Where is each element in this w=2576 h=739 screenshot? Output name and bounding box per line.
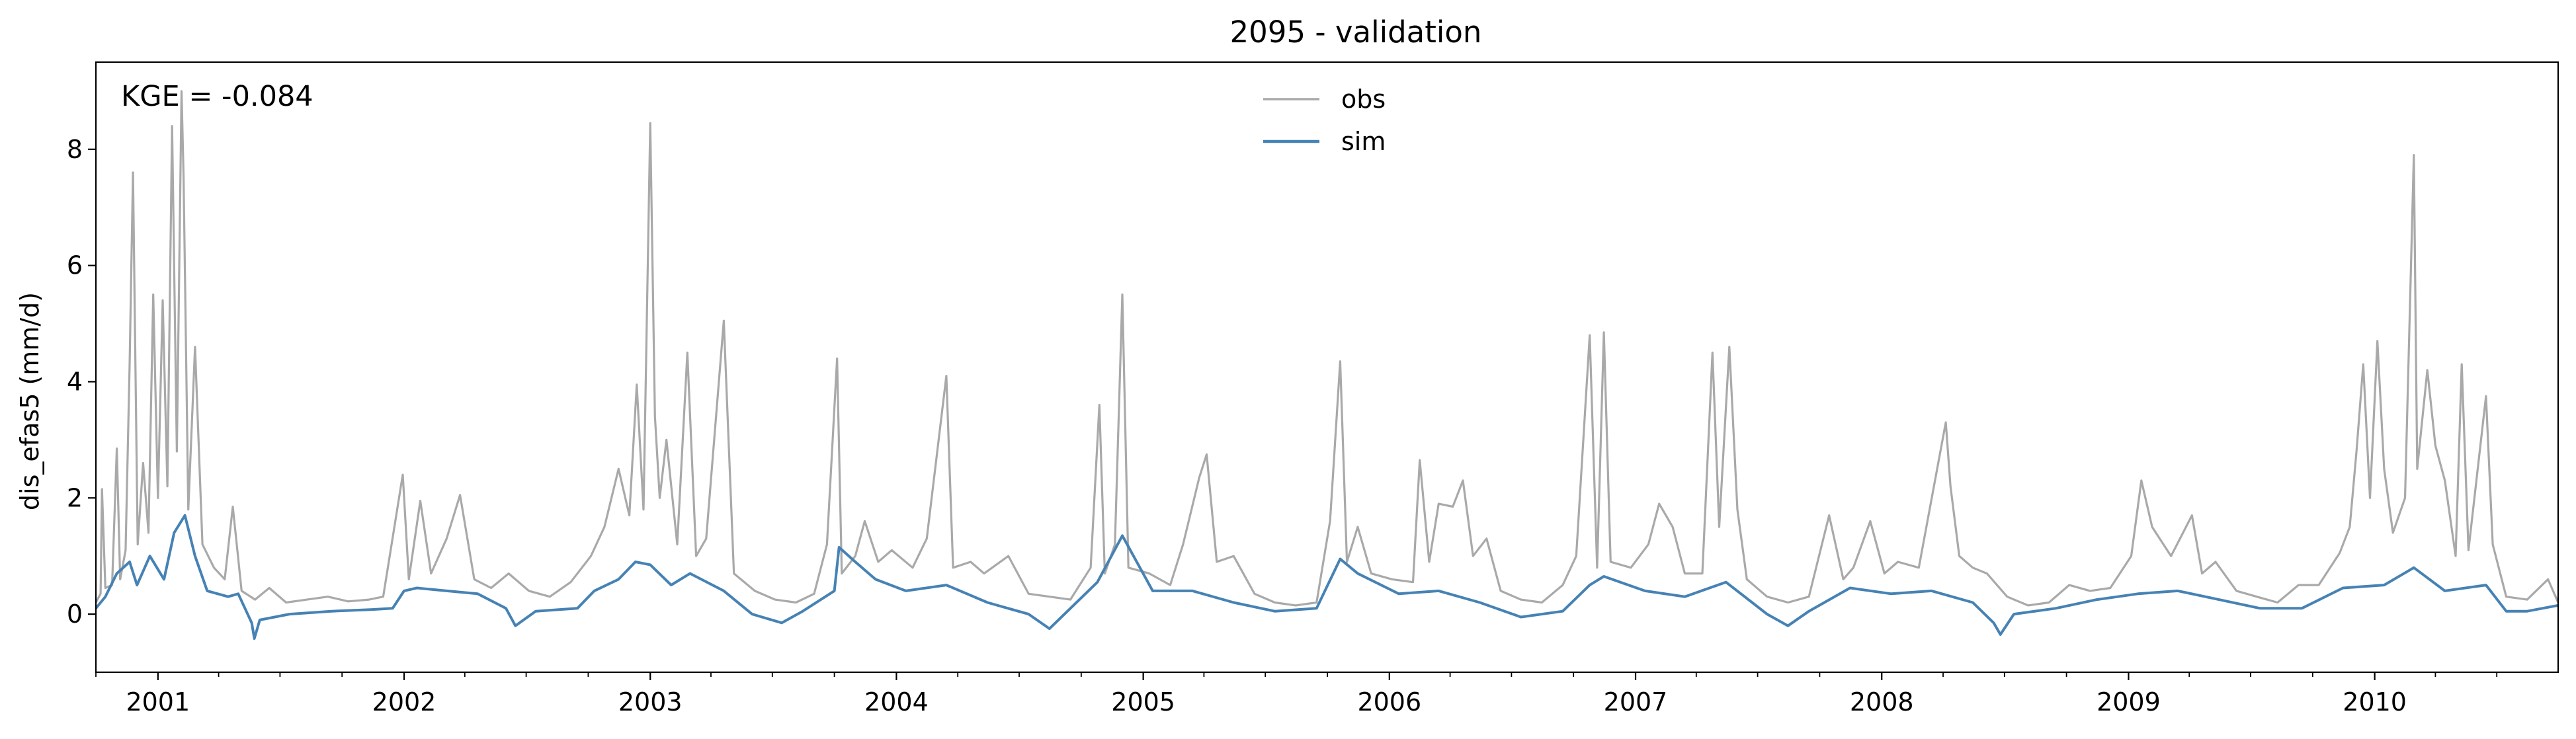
y-axis-label: dis_efas5 (mm/d) <box>15 292 44 510</box>
y-tick-label: 6 <box>67 251 83 280</box>
x-tick-label: 2006 <box>1357 687 1421 717</box>
x-tick-label: 2003 <box>618 687 683 717</box>
y-tick-label: 2 <box>67 483 83 512</box>
plot-area <box>95 61 2559 674</box>
legend-obs-label: obs <box>1341 85 1386 114</box>
x-tick-label: 2007 <box>1604 687 1668 717</box>
x-tick-label: 2008 <box>1850 687 1914 717</box>
chart-title: 2095 - validation <box>1230 15 1482 50</box>
x-tick-label: 2002 <box>372 687 436 717</box>
plot-frame <box>95 61 2559 674</box>
series-sim-line <box>96 514 2558 640</box>
y-tick-label: 8 <box>67 135 83 164</box>
y-tick-label: 0 <box>67 600 83 629</box>
x-axis: 2001 2002 2003 2004 2005 2006 2007 2008 2009 2010 <box>95 672 2498 717</box>
series-obs-line <box>96 90 2558 607</box>
x-tick-label: 2001 <box>126 687 190 717</box>
legend-sim-label: sim <box>1341 127 1386 156</box>
x-tick-label: 2010 <box>2343 687 2407 717</box>
legend: obs sim <box>1263 85 1386 156</box>
x-tick-label: 2009 <box>2097 687 2161 717</box>
x-tick-label: 2005 <box>1111 687 1175 717</box>
y-tick-label: 4 <box>67 367 83 396</box>
x-tick-label: 2004 <box>864 687 929 717</box>
y-axis: 0 2 4 6 8 <box>67 135 96 629</box>
kge-annotation: KGE = -0.084 <box>121 80 313 113</box>
